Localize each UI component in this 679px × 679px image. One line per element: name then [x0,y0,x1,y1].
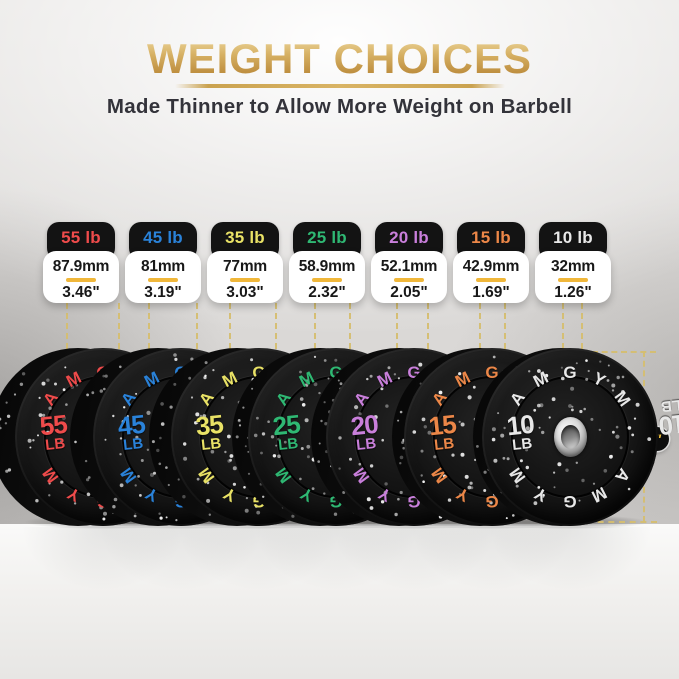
thickness-leader-line [65,303,68,359]
brand-letter: M [194,463,219,487]
plate-reflection [179,527,339,589]
plate-reflection [334,527,494,589]
thickness-leader-line [228,303,231,359]
plate-weight-label-left: 20 LB [336,409,394,454]
thickness-card: 81mm 3.19" [125,251,201,303]
brand-letter: Y [531,483,551,506]
thickness-leader-line [581,303,584,359]
thickness-leader-line [313,303,316,359]
page-subtitle: Made Thinner to Allow More Weight on Bar… [106,95,573,118]
weight-badge-label: 15 lb [471,228,511,247]
plate-face: A M G Y M A M G Y M 10 LB 10 LB [482,348,679,526]
plate: A M G Y M A M G Y M 10 LB 10 LB [473,348,679,526]
brand-letter: A [610,464,634,486]
thickness-leader-line [118,303,121,359]
thickness-leader-line [504,303,507,359]
card-divider [558,278,588,282]
thickness-card: 87.9mm 3.46" [43,251,119,303]
page-title: WEIGHT CHOICES [146,35,532,82]
card-divider [148,278,178,282]
plate-reflection [256,527,416,589]
weight-badge-label: 20 lb [389,228,429,247]
weight-badge-label: 10 lb [553,228,593,247]
brand-letter: M [427,463,452,487]
floor [0,524,679,679]
thickness-mm: 77mm [222,258,267,275]
thickness-inch: 3.19" [144,283,182,301]
plate-weight-label-left: 10 LB [492,409,550,454]
thickness-inch: 1.69" [472,283,510,301]
card-divider [66,278,96,282]
brand-letter: G [563,363,577,382]
card-divider [230,278,260,282]
card-divider [476,278,506,282]
plate-weight-label-left: 25 LB [258,409,316,454]
brand-letter: M [505,463,530,487]
plate-weight-label-right: 10 LB [643,395,679,441]
thickness-card: 77mm 3.03" [207,251,283,303]
thickness-leader-line [478,303,481,359]
thickness-mm: 81mm [140,258,185,275]
diameter-bottom-line [587,521,657,523]
thickness-inch: 2.32" [308,283,346,301]
hub-hole [561,425,580,449]
plate-reflection [101,527,261,589]
brand-letter: Y [220,483,240,506]
plate-weight-label-left: 15 LB [414,409,472,454]
thickness-mm: 42.9mm [462,258,520,275]
thickness-leader-line [147,303,150,359]
brand-letter: Y [297,483,317,506]
thickness-leader-line [395,303,398,359]
thickness-mm: 58.9mm [298,258,356,275]
plate-reflection [23,527,183,589]
side-speckles [392,348,394,350]
brand-letter: Y [142,483,162,506]
thickness-leader-line [349,303,352,359]
thickness-mm: 87.9mm [52,258,110,275]
brand-letter: M [116,463,141,487]
brand-letter: Y [453,483,473,506]
plate-reflection [490,527,650,589]
brand-letter: G [563,492,577,511]
thickness-inch: 2.05" [390,283,428,301]
title-underline [174,84,505,88]
thickness-card: 58.9mm 2.32" [289,251,365,303]
thickness-mm: 52.1mm [380,258,438,275]
weight-badge-label: 35 lb [225,228,265,247]
plate-weight-label-left: 35 LB [181,409,239,454]
side-speckles [232,348,234,350]
diameter-top-line [592,351,656,353]
brand-letter: M [349,463,374,487]
brand-letter: M [38,463,63,487]
thickness-card: 42.9mm 1.69" [453,251,529,303]
card-divider [394,278,424,282]
thickness-card: 32mm 1.26" [535,251,611,303]
brand-letter: M [588,482,610,507]
weight-badge-label: 25 lb [307,228,347,247]
thickness-card: 52.1mm 2.05" [371,251,447,303]
thickness-leader-line [561,303,564,359]
brand-letter: Y [375,483,395,506]
thickness-inch: 1.26" [554,283,592,301]
plate-reflection [412,527,572,589]
brand-letter: M [271,463,296,487]
weight-badge-label: 55 lb [61,228,101,247]
thickness-inch: 3.46" [62,283,100,301]
thickness-inch: 3.03" [226,283,264,301]
thickness-leader-line [196,303,199,359]
header: WEIGHT CHOICES Made Thinner to Allow Mor… [0,38,679,119]
thickness-leader-line [275,303,278,359]
weight-badge-label: 45 lb [143,228,183,247]
thickness-mm: 32mm [550,258,595,275]
hub-icon [554,417,587,457]
card-divider [312,278,342,282]
thickness-leader-line [427,303,430,359]
